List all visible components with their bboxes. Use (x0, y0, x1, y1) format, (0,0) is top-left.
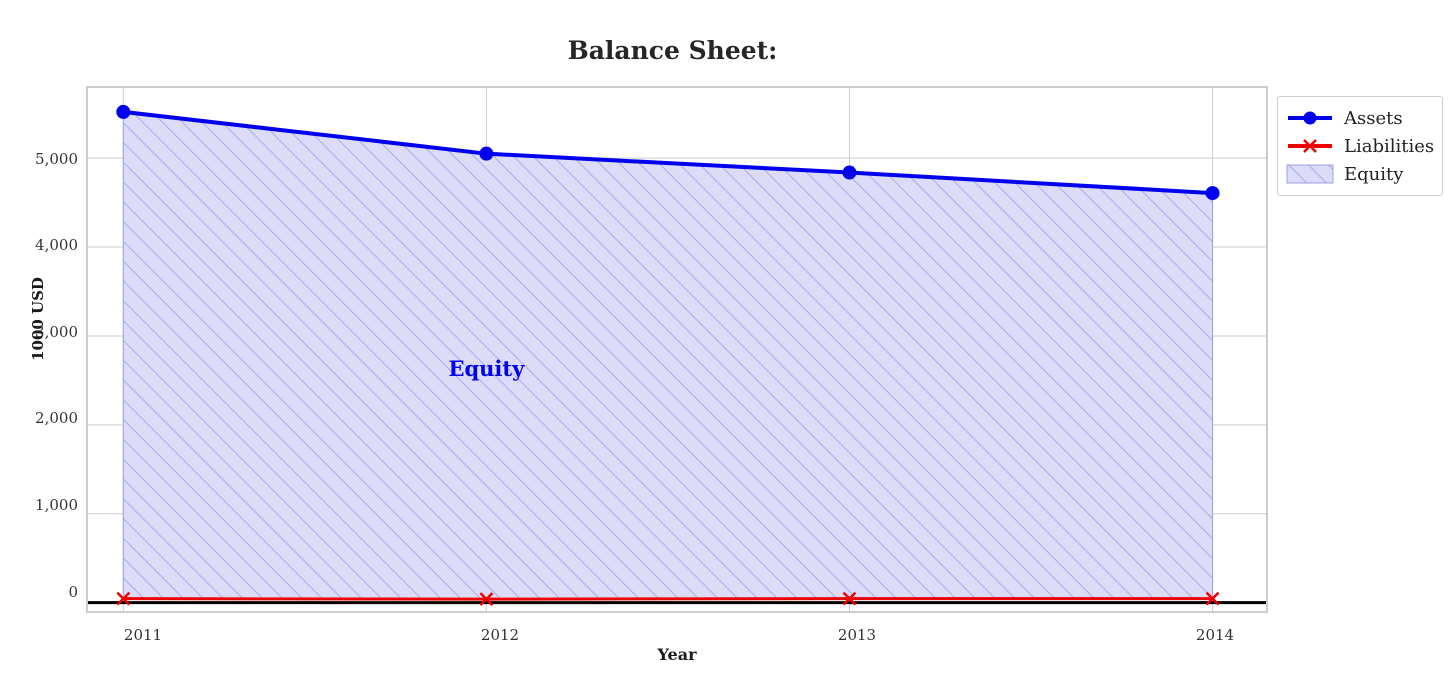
legend-label-equity: Equity (1344, 163, 1404, 185)
liabilities-series-markers (116, 591, 1220, 606)
legend-item-assets[interactable]: Assets (1286, 104, 1434, 132)
x-axis-tick-label: 2013 (837, 626, 877, 644)
equity-legend-symbol-icon (1286, 163, 1334, 185)
equity-annotation-label: Equity (448, 356, 525, 381)
legend-item-liabilities[interactable]: Liabilities (1286, 132, 1434, 160)
x-axis-tick-label: 2012 (480, 626, 520, 644)
y-axis-tick-label: 2,000 (35, 409, 78, 427)
liabilities-legend-symbol-icon (1286, 135, 1334, 157)
legend-label-liabilities: Liabilities (1344, 135, 1435, 157)
x-axis-tick-label: 2014 (1195, 626, 1235, 644)
y-axis-tick-label: 4,000 (35, 236, 78, 254)
plot-border (86, 86, 1268, 613)
y-axis-tick-group: 5,000 4,000 3,000 2,000 1,000 0 (0, 0, 78, 676)
assets-legend-symbol-icon (1286, 107, 1334, 129)
assets-series-line (123, 109, 1213, 196)
assets-series-markers (116, 104, 1220, 201)
y-axis-tick-label: 1,000 (35, 496, 78, 514)
y-axis-tick-label: 5,000 (35, 150, 78, 168)
chart-legend: Assets Liabilities Equity (1277, 96, 1443, 196)
legend-item-equity[interactable]: Equity (1286, 160, 1434, 188)
y-axis-tick-label: 0 (68, 583, 78, 601)
x-axis-label: Year (657, 645, 697, 664)
x-axis-tick-label: 2011 (123, 626, 163, 644)
y-axis-tick-label: 3,000 (35, 323, 78, 341)
chart-title-line-1: Balance Sheet: (567, 36, 778, 65)
legend-label-assets: Assets (1344, 107, 1403, 129)
